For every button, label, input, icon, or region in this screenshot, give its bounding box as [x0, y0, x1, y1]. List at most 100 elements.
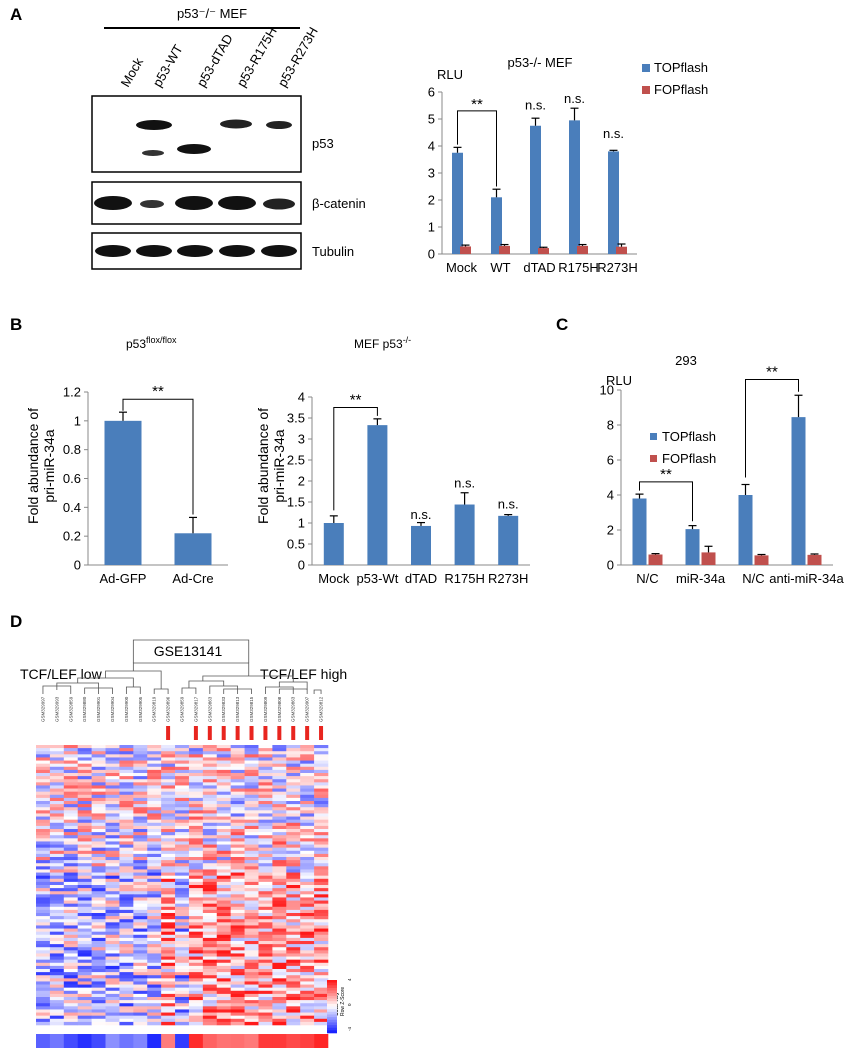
- heatmap-cell: [202, 825, 218, 830]
- heatmap-cell: [63, 962, 79, 967]
- heatmap-cell: [175, 969, 190, 973]
- heatmap-cell: [300, 1009, 315, 1013]
- heatmap-cell: [36, 913, 51, 917]
- heatmap-cell: [105, 997, 120, 1001]
- heatmap-cell: [314, 841, 329, 845]
- heatmap-cell: [300, 978, 315, 982]
- heatmap-cell: [272, 956, 287, 960]
- heatmap-cell: [258, 838, 273, 842]
- heatmap-cell: [105, 947, 120, 951]
- heatmap-cell: [216, 1006, 231, 1010]
- heatmap-cell: [286, 925, 301, 929]
- heatmap-cell: [36, 969, 51, 973]
- heatmap-cell: [188, 810, 204, 814]
- heatmap-cell: [105, 965, 120, 970]
- heatmap-cell: [230, 847, 245, 852]
- heatmap-cell: [286, 838, 301, 842]
- heatmap-cell: [175, 934, 190, 939]
- heatmap-cell: [314, 969, 329, 973]
- x-tick-label: Ad-Cre: [172, 571, 213, 586]
- heatmap-cell: [161, 875, 176, 880]
- heatmap-cell: [119, 863, 134, 867]
- summary-cell: [314, 1034, 329, 1048]
- heatmap-cell: [119, 822, 134, 827]
- heatmap-cell: [188, 850, 204, 855]
- x-tick-label: R175H: [444, 571, 484, 586]
- heatmap-cell: [63, 1015, 79, 1020]
- heatmap-cell: [300, 1021, 315, 1026]
- heatmap-cell: [105, 810, 120, 814]
- heatmap-cell: [300, 835, 315, 839]
- dendrogram: [42, 639, 322, 694]
- heatmap-cell: [119, 891, 134, 895]
- heatmap-cell: [216, 969, 231, 973]
- heatmap-cell: [175, 965, 190, 970]
- heatmap-cell: [133, 844, 148, 848]
- heatmap-cell: [272, 916, 287, 920]
- heatmap-cell: [91, 885, 106, 889]
- heatmap-cell: [258, 766, 273, 771]
- heatmap-cell: [77, 878, 92, 883]
- heatmap-cell: [36, 987, 51, 992]
- heatmap-cell: [314, 1003, 329, 1007]
- heatmap-cell: [188, 835, 204, 839]
- heatmap-cell: [36, 894, 51, 898]
- heatmap-cell: [77, 844, 92, 848]
- heatmap-cell: [286, 779, 301, 783]
- heatmap-cell: [133, 832, 148, 836]
- heatmap-cell: [216, 875, 231, 880]
- heatmap-cell: [202, 897, 218, 901]
- heatmap-cell: [49, 987, 65, 992]
- heatmap-cell: [36, 1003, 51, 1007]
- heatmap-cell: [119, 947, 134, 951]
- heatmap-cell: [300, 965, 315, 970]
- heatmap-cell: [216, 857, 231, 861]
- heatmap-cell: [258, 931, 273, 936]
- heatmap-cell: [258, 878, 273, 883]
- y-tick-label: 2: [428, 193, 435, 208]
- heatmap-cell: [286, 766, 301, 771]
- heatmap-cell: [244, 829, 259, 833]
- heatmap-cell: [147, 810, 162, 814]
- heatmap-cell: [133, 872, 148, 876]
- summary-cell: [286, 1034, 301, 1048]
- heatmap-cell: [36, 832, 51, 836]
- heatmap-cell: [63, 869, 79, 873]
- colorkey-cell: [327, 998, 337, 1002]
- sample-label: GSM329859: [180, 696, 185, 722]
- high-group-marker: [291, 726, 296, 740]
- heatmap-cell: [258, 925, 273, 929]
- heatmap-cell: [272, 900, 287, 904]
- heatmap-cell: [272, 804, 287, 808]
- colorkey-cell: [327, 1027, 337, 1031]
- heatmap-cell: [300, 769, 315, 774]
- heatmap-cell: [230, 860, 245, 864]
- heatmap-cell: [119, 816, 134, 820]
- heatmap-cell: [49, 841, 65, 845]
- heatmap-cell: [216, 751, 231, 755]
- heatmap-cell: [300, 984, 315, 988]
- bar: [454, 504, 475, 565]
- heatmap-cell: [36, 810, 51, 814]
- heatmap-cell: [230, 1018, 245, 1023]
- heatmap-cell: [272, 959, 287, 964]
- heatmap-cell: [161, 776, 176, 780]
- heatmap-cell: [314, 906, 329, 911]
- significance-bracket: [639, 481, 693, 522]
- heatmap-cell: [133, 875, 148, 880]
- dendrogram-branch: [313, 689, 322, 694]
- heatmap-cell: [119, 1021, 134, 1026]
- heatmap-cell: [202, 978, 218, 982]
- heatmap-cell: [258, 875, 273, 880]
- colorkey-tick: -4: [347, 1027, 352, 1031]
- heatmap-cell: [258, 825, 273, 830]
- heatmap-cell: [91, 913, 106, 917]
- heatmap-cell: [77, 972, 92, 976]
- heatmap-cell: [314, 928, 329, 932]
- heatmap-cell: [230, 975, 245, 979]
- heatmap-cell: [286, 791, 301, 796]
- heatmap-cell: [49, 872, 65, 876]
- y-tick-label: 3: [298, 432, 305, 447]
- heatmap-cell: [230, 760, 245, 764]
- heatmap-cell: [314, 813, 329, 817]
